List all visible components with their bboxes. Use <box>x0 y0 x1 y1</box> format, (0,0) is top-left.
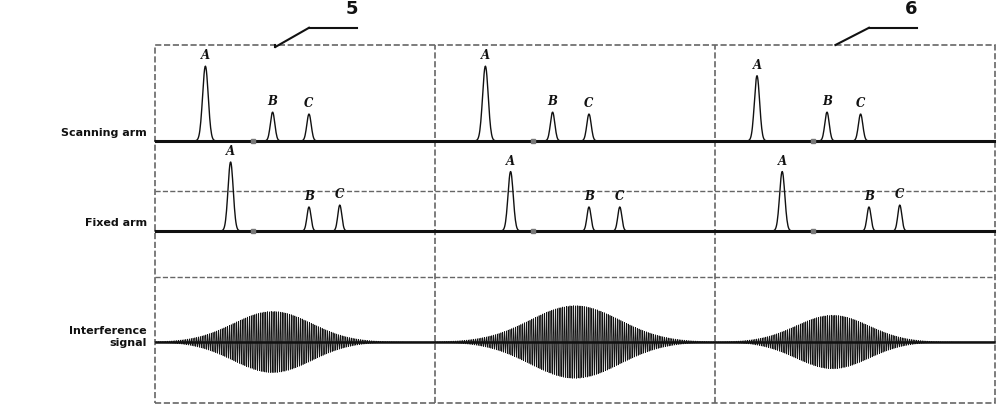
Text: 6: 6 <box>905 0 918 18</box>
Text: Scanning arm: Scanning arm <box>61 128 147 138</box>
Text: B: B <box>584 190 594 203</box>
Text: C: C <box>895 188 904 201</box>
Text: C: C <box>856 97 865 110</box>
Text: B: B <box>268 95 278 108</box>
Text: A: A <box>506 155 515 168</box>
Text: B: B <box>548 95 558 108</box>
Text: C: C <box>615 190 624 203</box>
Text: B: B <box>304 190 314 203</box>
Text: C: C <box>304 97 314 110</box>
Text: A: A <box>481 49 490 62</box>
Text: C: C <box>584 97 594 110</box>
Text: B: B <box>864 190 874 203</box>
Text: A: A <box>226 145 235 158</box>
Text: Interference
signal: Interference signal <box>69 326 147 348</box>
Text: A: A <box>752 59 762 72</box>
Text: Fixed arm: Fixed arm <box>85 218 147 228</box>
Bar <box>155 45 995 403</box>
Text: 5: 5 <box>345 0 358 18</box>
Text: A: A <box>201 49 210 62</box>
Text: B: B <box>822 95 832 108</box>
Text: C: C <box>335 188 344 201</box>
Text: A: A <box>778 155 787 168</box>
